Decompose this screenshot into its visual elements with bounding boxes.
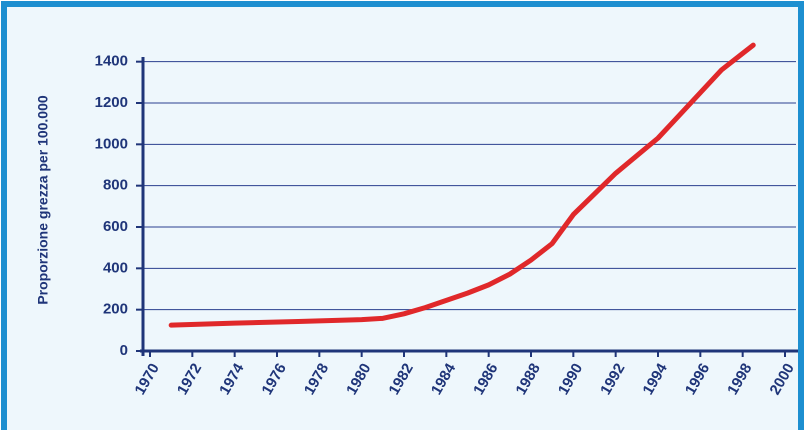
y-tick-label: 1400 bbox=[95, 53, 128, 70]
y-tick-label: 200 bbox=[103, 301, 128, 318]
y-tick-label: 400 bbox=[103, 259, 128, 276]
y-tick-label: 1000 bbox=[95, 135, 128, 152]
y-axis-label: Proporzione grezza per 100.000 bbox=[35, 95, 51, 305]
y-tick-label: 600 bbox=[103, 218, 128, 235]
data-line bbox=[168, 42, 756, 328]
y-tick-label: 0 bbox=[120, 342, 128, 359]
y-tick-label: 1200 bbox=[95, 94, 128, 111]
y-tick-label: 800 bbox=[103, 177, 128, 194]
